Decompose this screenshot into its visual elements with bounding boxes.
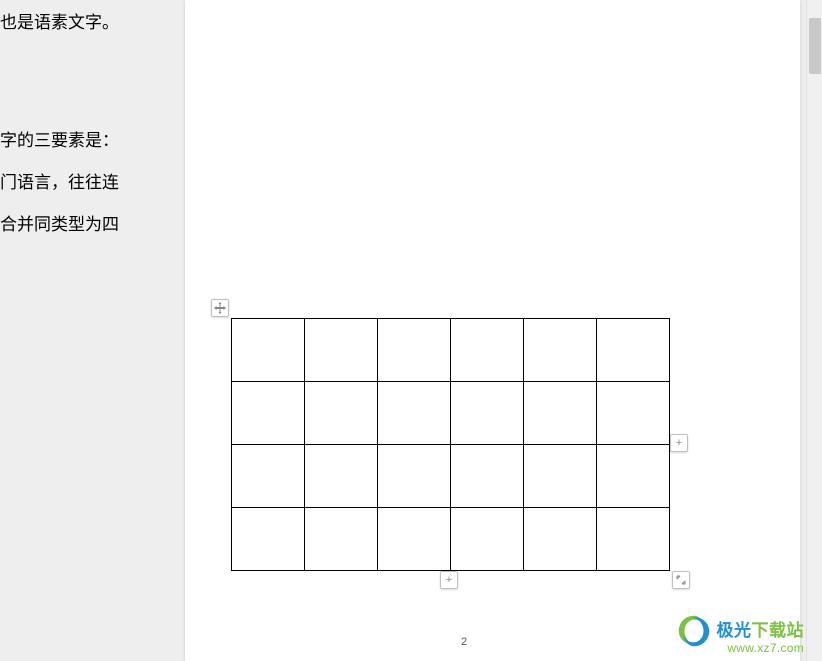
table-row: [232, 382, 670, 445]
table-cell[interactable]: [305, 319, 378, 382]
table-cell[interactable]: [451, 319, 524, 382]
table-resize-handle[interactable]: [672, 571, 690, 589]
table-cell[interactable]: [305, 445, 378, 508]
vertical-scrollbar[interactable]: [806, 0, 822, 661]
body-text-line: 合并同类型为四: [0, 210, 119, 235]
table-add-row-handle[interactable]: +: [440, 571, 458, 589]
document-table[interactable]: [231, 318, 670, 571]
table-cell[interactable]: [232, 445, 305, 508]
table-cell[interactable]: [232, 319, 305, 382]
table-cell[interactable]: [451, 508, 524, 571]
table-add-column-handle[interactable]: +: [670, 434, 688, 452]
table-cell[interactable]: [597, 319, 670, 382]
table-cell[interactable]: [524, 508, 597, 571]
scrollbar-thumb[interactable]: [809, 18, 821, 74]
resize-icon: [676, 575, 686, 585]
move-icon: [214, 302, 226, 314]
table-cell[interactable]: [378, 382, 451, 445]
table-cell[interactable]: [524, 319, 597, 382]
table-row: [232, 445, 670, 508]
watermark-brand: 极光下载站: [717, 616, 805, 641]
table-row: [232, 508, 670, 571]
table-cell[interactable]: [305, 508, 378, 571]
table-cell[interactable]: [378, 319, 451, 382]
table-cell[interactable]: [524, 382, 597, 445]
table-cell[interactable]: [378, 508, 451, 571]
body-text-line: 也是语素文字。: [0, 8, 119, 33]
table-cell[interactable]: [597, 382, 670, 445]
table-row: [232, 319, 670, 382]
table-move-handle[interactable]: [211, 299, 229, 317]
table-cell[interactable]: [378, 445, 451, 508]
table-cell[interactable]: [597, 508, 670, 571]
plus-icon: +: [446, 574, 452, 586]
watermark-url: www.xz7.com: [717, 641, 805, 655]
plus-icon: +: [676, 437, 682, 449]
table-cell[interactable]: [451, 445, 524, 508]
table-cell[interactable]: [524, 445, 597, 508]
table-cell[interactable]: [232, 508, 305, 571]
watermark-logo-icon: [675, 612, 713, 650]
table-cell[interactable]: [451, 382, 524, 445]
body-text-line: 字的三要素是：: [0, 126, 119, 151]
body-text-line: 门语言，往往连: [0, 168, 119, 193]
table-cell[interactable]: [232, 382, 305, 445]
table-cell[interactable]: [597, 445, 670, 508]
watermark: 极光下载站 www.xz7.com: [717, 616, 805, 655]
table-cell[interactable]: [305, 382, 378, 445]
page-number: 2: [461, 636, 467, 648]
